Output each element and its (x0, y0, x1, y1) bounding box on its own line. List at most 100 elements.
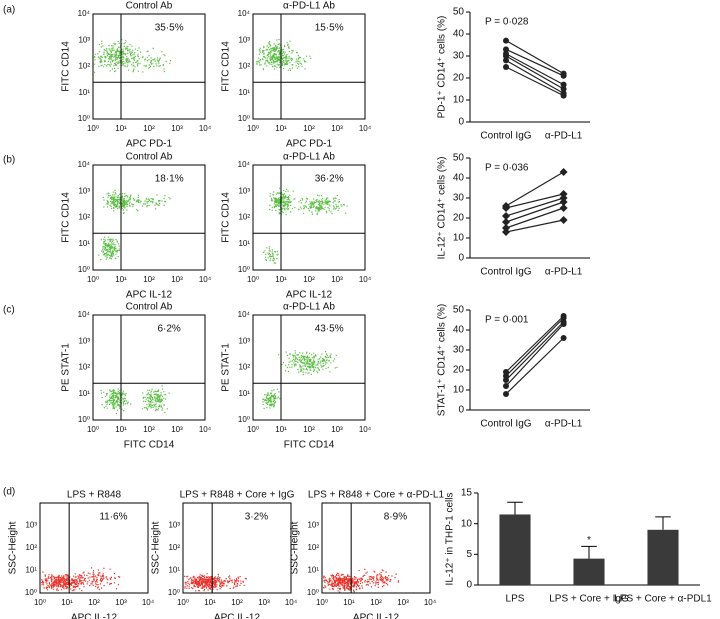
x-tick-label: 10² (370, 598, 382, 607)
x-tick-label: 10⁰ (247, 124, 259, 133)
marker (503, 53, 509, 59)
y-tick-label: 10¹ (78, 88, 90, 97)
annotation: P = 0·028 (485, 17, 529, 28)
x-axis-label: FITC CD14 (124, 440, 175, 451)
pair-line (505, 337, 565, 395)
marker (559, 204, 568, 212)
x-tick-label: α-PD-L1 (545, 131, 583, 142)
x-tick-label: 10³ (397, 598, 409, 607)
y-tick-label: 50 (453, 7, 465, 18)
plot-title: α-PD-L1 Ab (283, 152, 335, 163)
marker (503, 46, 509, 53)
plot-frame (92, 164, 206, 271)
pair-line (505, 66, 564, 97)
x-tick-label: 10⁴ (199, 275, 212, 284)
y-tick-label: 10¹ (238, 239, 250, 248)
x-tick-label: 10³ (331, 425, 343, 434)
panel-label: (c) (3, 305, 15, 316)
y-axis-label: FITC CD14 (61, 41, 72, 92)
marker (503, 383, 509, 389)
y-tick-label: 10¹ (307, 566, 319, 575)
x-tick-label: 10¹ (115, 425, 127, 434)
y-tick-label: 10³ (78, 35, 90, 44)
x-tick-label: 10⁴ (359, 275, 372, 284)
x-axis-label: APC PD-1 (286, 139, 333, 150)
y-tick-label: 10² (78, 363, 90, 372)
x-axis-label: APC IL-12 (353, 613, 400, 619)
plot-frame (252, 164, 366, 271)
plot-frame (252, 314, 366, 421)
plot-title: LPS + R848 + Core + α-PD-L1 (308, 490, 445, 501)
y-tick-label: 10¹ (25, 566, 37, 575)
y-tick-label: 10² (168, 543, 180, 552)
bar (499, 514, 531, 585)
gate-percent: 43·5% (315, 324, 344, 335)
marker (502, 228, 510, 236)
y-tick-label: 10³ (78, 186, 90, 195)
y-tick-label: 50 (453, 305, 465, 316)
y-tick-label: 10¹ (78, 389, 90, 398)
plot-frame (321, 502, 431, 594)
x-tick-label: 10⁰ (34, 598, 46, 607)
y-tick-label: 10² (238, 363, 250, 372)
gate-percent: 6·2% (157, 324, 180, 335)
x-tick-label: 10¹ (275, 124, 287, 133)
y-tick-label: 10⁰ (78, 415, 90, 424)
y-axis-label: SSC-Height (151, 521, 162, 574)
y-tick-label: 10¹ (238, 389, 250, 398)
y-tick-label: 10⁴ (238, 310, 251, 319)
y-axis-label: PE STAT-1 (221, 343, 232, 392)
marker (559, 216, 568, 224)
x-tick-label: 10³ (171, 425, 183, 434)
annotation: P = 0·001 (485, 315, 529, 326)
x-tick-label: LPS + Core + α-PDL1 (614, 594, 712, 605)
y-tick-label: 10¹ (78, 239, 90, 248)
x-tick-label: 10² (303, 425, 315, 434)
y-tick-label: 10 (461, 518, 473, 529)
marker (502, 212, 510, 220)
plot-title: Control Ab (126, 152, 173, 163)
x-tick-label: 10² (303, 124, 315, 133)
y-tick-label: 10⁴ (238, 9, 251, 18)
y-tick-label: 10² (238, 62, 250, 71)
y-axis-label: STAT-1⁺ CD14⁺ cells (%) (437, 304, 448, 416)
y-tick-label: 5 (466, 549, 472, 560)
x-tick-label: Control IgG (480, 267, 531, 278)
y-tick-label: 0 (458, 117, 464, 128)
x-tick-label: 10⁴ (359, 425, 372, 434)
x-tick-label: α-PD-L1 (545, 267, 583, 278)
x-tick-label: 10² (231, 598, 243, 607)
x-tick-label: 10¹ (61, 598, 73, 607)
event-cloud (94, 39, 172, 73)
y-tick-label: 50 (453, 153, 465, 164)
event-cloud (100, 385, 170, 415)
plot-frame (39, 502, 149, 594)
marker (502, 218, 510, 226)
y-tick-label: 10² (25, 543, 37, 552)
marker (503, 377, 509, 383)
pair-line (505, 48, 564, 77)
x-tick-label: α-PD-L1 (545, 419, 583, 430)
x-tick-label: 10³ (171, 124, 183, 133)
x-axis-label: APC PD-1 (126, 139, 173, 150)
marker (560, 92, 567, 99)
y-tick-label: 10³ (168, 521, 180, 530)
gate-percent: 36·2% (315, 174, 344, 185)
event-cloud (323, 568, 400, 593)
y-tick-label: 10⁰ (25, 588, 37, 597)
y-tick-label: 10 (453, 233, 465, 244)
y-tick-label: 10⁰ (78, 114, 90, 123)
x-tick-label: 10¹ (275, 275, 287, 284)
y-tick-label: 10³ (78, 336, 90, 345)
y-tick-label: 30 (453, 51, 465, 62)
y-axis-label: FITC CD14 (221, 192, 232, 243)
y-tick-label: 0 (466, 580, 472, 591)
y-tick-label: 10⁰ (78, 265, 90, 274)
y-axis-label: FITC CD14 (221, 41, 232, 92)
event-cloud (256, 38, 312, 71)
y-tick-label: 10² (307, 543, 319, 552)
marker (502, 204, 510, 212)
x-tick-label: 10² (143, 425, 155, 434)
